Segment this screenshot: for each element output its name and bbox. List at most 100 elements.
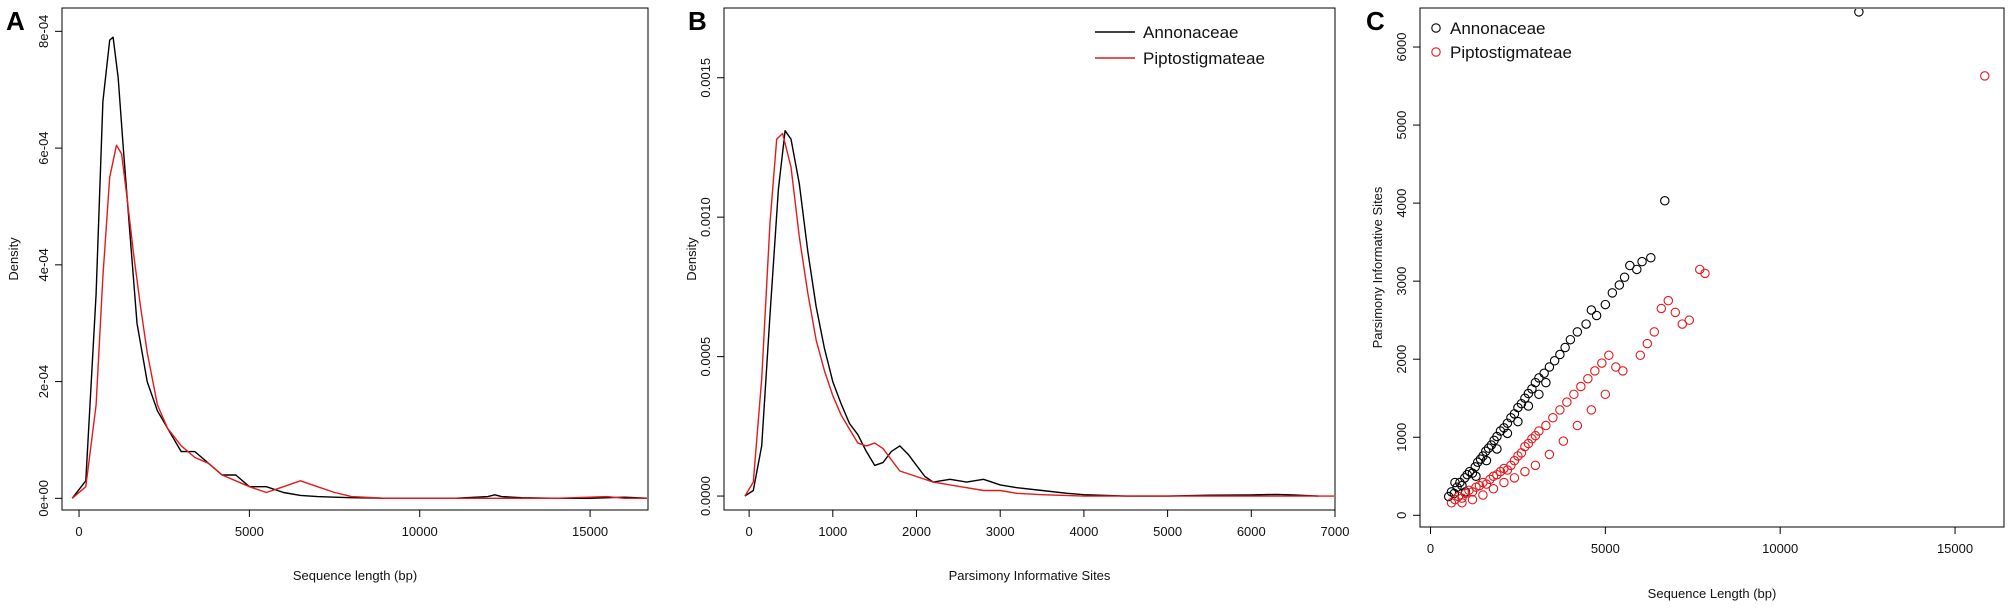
scatter-point xyxy=(1534,426,1544,436)
scatter-point xyxy=(1581,319,1591,329)
y-tick-label: 0.0010 xyxy=(698,197,713,237)
y-tick-label: 8e-04 xyxy=(36,15,51,48)
y-tick-label: 6000 xyxy=(1394,33,1409,62)
scatter-point xyxy=(1499,477,1509,488)
x-tick-label: 7000 xyxy=(1321,524,1350,539)
scatter-series-piptostigmateae xyxy=(1446,71,1990,508)
scatter-point xyxy=(1646,252,1656,263)
scatter-point xyxy=(1660,196,1670,206)
density-line-annonaceae xyxy=(744,129,1319,497)
x-tick-label: 0 xyxy=(75,524,82,539)
scatter-point xyxy=(1509,473,1520,483)
scatter-point xyxy=(1534,389,1544,400)
density-line-series-1 xyxy=(71,144,647,499)
scatter-point xyxy=(1572,420,1583,431)
panel-letter: C xyxy=(1366,6,1385,36)
scatter-point xyxy=(1572,327,1583,337)
legend-label: Annonaceae xyxy=(1143,23,1238,42)
scatter-point xyxy=(1502,418,1513,428)
x-tick-label: 0 xyxy=(1427,541,1434,556)
scatter-point xyxy=(1558,436,1569,446)
scatter-point xyxy=(1677,319,1688,329)
legend-marker xyxy=(1431,23,1441,33)
scatter-point xyxy=(1656,303,1667,314)
x-axis-label: Sequence length (bp) xyxy=(293,568,417,583)
scatter-point xyxy=(1555,349,1565,360)
x-tick-label: 10000 xyxy=(402,524,438,539)
scatter-point xyxy=(1541,420,1551,431)
y-tick-label: 2e-04 xyxy=(36,365,51,398)
scatter-point xyxy=(1544,362,1555,372)
plot-frame xyxy=(723,7,1336,511)
scatter-point xyxy=(1549,356,1560,366)
scatter-point xyxy=(1854,9,1864,17)
y-axis-label: Density xyxy=(684,237,699,281)
scatter-point xyxy=(1446,498,1457,508)
x-tick-label: 6000 xyxy=(1237,524,1266,539)
density-line-piptostigmateae xyxy=(744,132,1334,497)
scatter-point xyxy=(1544,449,1555,460)
scatter-point xyxy=(1560,342,1570,353)
x-tick-label: 5000 xyxy=(235,524,264,539)
scatter-point xyxy=(1539,368,1549,379)
y-tick-label: 6e-04 xyxy=(36,131,51,164)
scatter-point xyxy=(1520,466,1530,477)
x-tick-label: 15000 xyxy=(1937,541,1973,556)
x-axis-label: Parsimony Informative Sites xyxy=(949,568,1111,583)
y-tick-label: 4000 xyxy=(1394,189,1409,218)
y-tick-label: 3000 xyxy=(1394,267,1409,296)
scatter-point xyxy=(1980,71,1990,81)
scatter-point xyxy=(1452,482,1462,492)
scatter-point xyxy=(1520,441,1530,452)
scatter-point xyxy=(1470,462,1481,472)
x-tick-label: 15000 xyxy=(572,524,608,539)
y-tick-label: 0.0005 xyxy=(698,337,713,377)
scatter-point xyxy=(1637,256,1647,267)
scatter-point xyxy=(1562,397,1572,407)
scatter-point xyxy=(1471,471,1481,482)
scatter-point xyxy=(1480,446,1491,457)
panel-b: B 0 1000 2000 3000 4000 5000 6000 7000 0.0000 0.00… xyxy=(684,6,1349,583)
density-line-series-0 xyxy=(71,36,647,499)
scatter-point xyxy=(1478,490,1488,500)
scatter-point xyxy=(1513,451,1523,461)
panel-a: A 0 5000 10000 15000 0e+00 2e-04 4e-04 6e-04 8e-0… xyxy=(6,6,649,583)
x-tick-label: 5000 xyxy=(1591,541,1620,556)
scatter-point xyxy=(1495,426,1506,436)
scatter-point xyxy=(1516,398,1527,409)
scatter-point xyxy=(1614,280,1625,290)
scatter-point xyxy=(1586,305,1597,315)
x-tick-label: 0 xyxy=(745,524,752,539)
scatter-point xyxy=(1642,338,1653,349)
plot-frame xyxy=(1419,7,2005,528)
y-axis-label: Parsimony Informative Sites xyxy=(1370,186,1385,348)
scatter-point xyxy=(1460,473,1470,483)
x-tick-label: 1000 xyxy=(818,524,847,539)
legend-marker xyxy=(1431,47,1441,57)
plot-frame xyxy=(61,7,649,511)
y-tick-label: 2000 xyxy=(1394,345,1409,374)
scatter-point xyxy=(1583,373,1593,384)
scatter-point xyxy=(1597,358,1607,368)
scatter-point xyxy=(1555,405,1565,415)
x-tick-label: 3000 xyxy=(986,524,1015,539)
scatter-point xyxy=(1460,488,1471,499)
scatter-point xyxy=(1457,498,1467,508)
x-tick-label: 10000 xyxy=(1762,541,1798,556)
scatter-point xyxy=(1590,366,1600,376)
y-tick-label: 1000 xyxy=(1394,423,1409,452)
scatter-point xyxy=(1576,381,1586,392)
legend: Annonaceae Piptostigmateae xyxy=(1431,19,1572,62)
scatter-point xyxy=(1534,373,1544,383)
scatter-point xyxy=(1625,260,1635,271)
scatter-point xyxy=(1619,272,1630,283)
x-tick-label: 5000 xyxy=(1153,524,1182,539)
scatter-point xyxy=(1600,389,1611,400)
legend: Annonaceae Piptostigmateae xyxy=(1085,12,1333,72)
scatter-point xyxy=(1569,389,1579,400)
legend-label: Annonaceae xyxy=(1450,19,1545,38)
scatter-point xyxy=(1548,412,1558,423)
scatter-point xyxy=(1632,264,1642,275)
panel-letter: B xyxy=(688,6,707,36)
